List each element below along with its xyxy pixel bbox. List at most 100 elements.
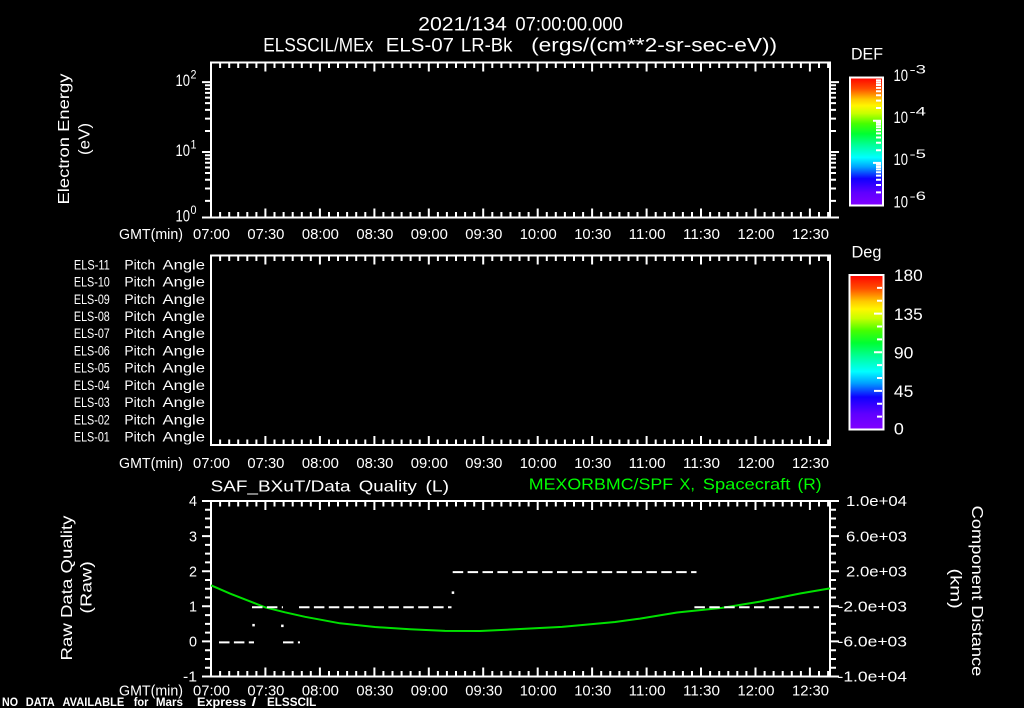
svg-text:X,: X, [679,477,695,494]
svg-text:09:30: 09:30 [465,226,502,243]
svg-text:08:30: 08:30 [356,683,393,700]
svg-text:-3: -3 [910,63,927,77]
svg-text:Mars: Mars [156,697,183,708]
svg-text:09:00: 09:00 [411,683,448,700]
svg-text:Pitch: Pitch [124,377,155,393]
svg-text:Quality: Quality [359,479,417,496]
svg-text:10: 10 [894,109,909,127]
svg-text:Pitch: Pitch [124,360,155,376]
svg-text:SAF_BXuT/Data: SAF_BXuT/Data [211,479,351,496]
svg-text:GMT(min): GMT(min) [119,683,183,700]
svg-text:2: 2 [189,563,197,580]
svg-text:08:00: 08:00 [302,226,339,243]
svg-text:AVAILABLE: AVAILABLE [63,697,125,708]
svg-text:11:30: 11:30 [683,226,720,243]
svg-text:07:00:00.000: 07:00:00.000 [515,14,623,36]
svg-text:2021/134: 2021/134 [418,14,507,36]
svg-text:11:00: 11:00 [629,683,666,700]
svg-text:(km): (km) [947,568,964,608]
svg-text:ELSSCIL: ELSSCIL [267,697,316,708]
svg-text:/: / [252,697,258,708]
svg-text:Pitch: Pitch [124,429,155,445]
svg-text:0: 0 [894,420,904,439]
svg-text:-5: -5 [910,147,927,161]
svg-text:10:30: 10:30 [574,455,611,472]
svg-text:Pitch: Pitch [124,291,155,307]
svg-text:ELS-03: ELS-03 [74,394,110,410]
svg-text:11:30: 11:30 [683,683,720,700]
svg-text:Deg: Deg [852,244,882,262]
svg-text:ELSSCIL/MEx: ELSSCIL/MEx [263,35,373,57]
svg-text:1: 1 [189,599,197,616]
svg-text:-6.0e+03: -6.0e+03 [838,634,908,651]
svg-text:Angle: Angle [163,291,206,307]
svg-text:ELS-01: ELS-01 [74,429,110,445]
svg-text:45: 45 [894,382,914,401]
svg-text:12:30: 12:30 [792,683,829,700]
svg-text:Pitch: Pitch [124,394,155,410]
svg-text:10:30: 10:30 [574,226,611,243]
svg-text:ELS-02: ELS-02 [74,411,110,427]
svg-text:ELS-05: ELS-05 [74,360,110,376]
svg-text:0: 0 [191,203,197,217]
svg-text:0: 0 [189,634,197,651]
svg-text:Angle: Angle [163,308,206,324]
svg-text:-1: -1 [183,669,197,686]
svg-text:135: 135 [894,305,923,324]
svg-text:4: 4 [189,493,197,510]
svg-text:Pitch: Pitch [124,325,155,341]
svg-text:07:30: 07:30 [247,226,284,243]
svg-text:(L): (L) [426,479,450,496]
svg-text:3: 3 [189,528,197,545]
svg-text:11:00: 11:00 [629,455,666,472]
svg-text:Component Distance: Component Distance [968,506,985,677]
svg-text:Pitch: Pitch [124,308,155,324]
svg-text:ELS-08: ELS-08 [74,308,110,324]
svg-text:Angle: Angle [163,429,206,445]
svg-text:12:00: 12:00 [738,683,775,700]
svg-text:Pitch: Pitch [124,256,155,272]
svg-text:ELS-11: ELS-11 [74,256,110,272]
svg-text:09:30: 09:30 [465,455,502,472]
svg-text:1: 1 [191,138,197,152]
svg-text:Pitch: Pitch [124,274,155,290]
svg-text:Angle: Angle [163,394,206,410]
svg-text:-6: -6 [910,189,927,203]
svg-text:GMT(min): GMT(min) [119,455,183,472]
svg-text:Angle: Angle [163,256,206,272]
svg-text:DEF: DEF [851,46,883,64]
svg-text:1.0e+04: 1.0e+04 [846,493,907,510]
svg-text:ELS-06: ELS-06 [74,342,110,358]
svg-text:DATA: DATA [26,697,55,708]
svg-text:Pitch: Pitch [124,411,155,427]
svg-text:Angle: Angle [163,377,206,393]
svg-text:12:00: 12:00 [738,455,775,472]
svg-text:ELS-07: ELS-07 [74,325,110,341]
svg-text:11:00: 11:00 [629,226,666,243]
svg-text:07:00: 07:00 [193,226,230,243]
svg-text:10:30: 10:30 [574,683,611,700]
svg-text:10: 10 [894,67,909,85]
svg-text:12:30: 12:30 [792,455,829,472]
svg-text:07:30: 07:30 [247,455,284,472]
svg-text:Angle: Angle [163,274,206,290]
svg-text:(Raw): (Raw) [79,561,96,613]
svg-text:-1.0e+04: -1.0e+04 [838,669,908,686]
svg-text:08:00: 08:00 [302,683,339,700]
svg-text:ELS-09: ELS-09 [74,291,110,307]
svg-text:10: 10 [894,193,909,211]
svg-text:10:00: 10:00 [520,455,557,472]
svg-text:ELS-07: ELS-07 [386,35,454,57]
svg-text:10: 10 [176,71,191,90]
svg-text:(R): (R) [798,477,822,494]
svg-text:Electron Energy: Electron Energy [56,74,73,205]
svg-text:07:00: 07:00 [193,455,230,472]
svg-text:NO: NO [2,697,18,708]
svg-text:09:30: 09:30 [465,683,502,700]
svg-text:(eV): (eV) [77,123,94,155]
svg-text:08:00: 08:00 [302,455,339,472]
svg-text:Spacecraft: Spacecraft [703,477,791,494]
svg-text:Angle: Angle [163,342,206,358]
svg-text:LR-Bk: LR-Bk [461,35,513,57]
svg-text:Pitch: Pitch [124,342,155,358]
